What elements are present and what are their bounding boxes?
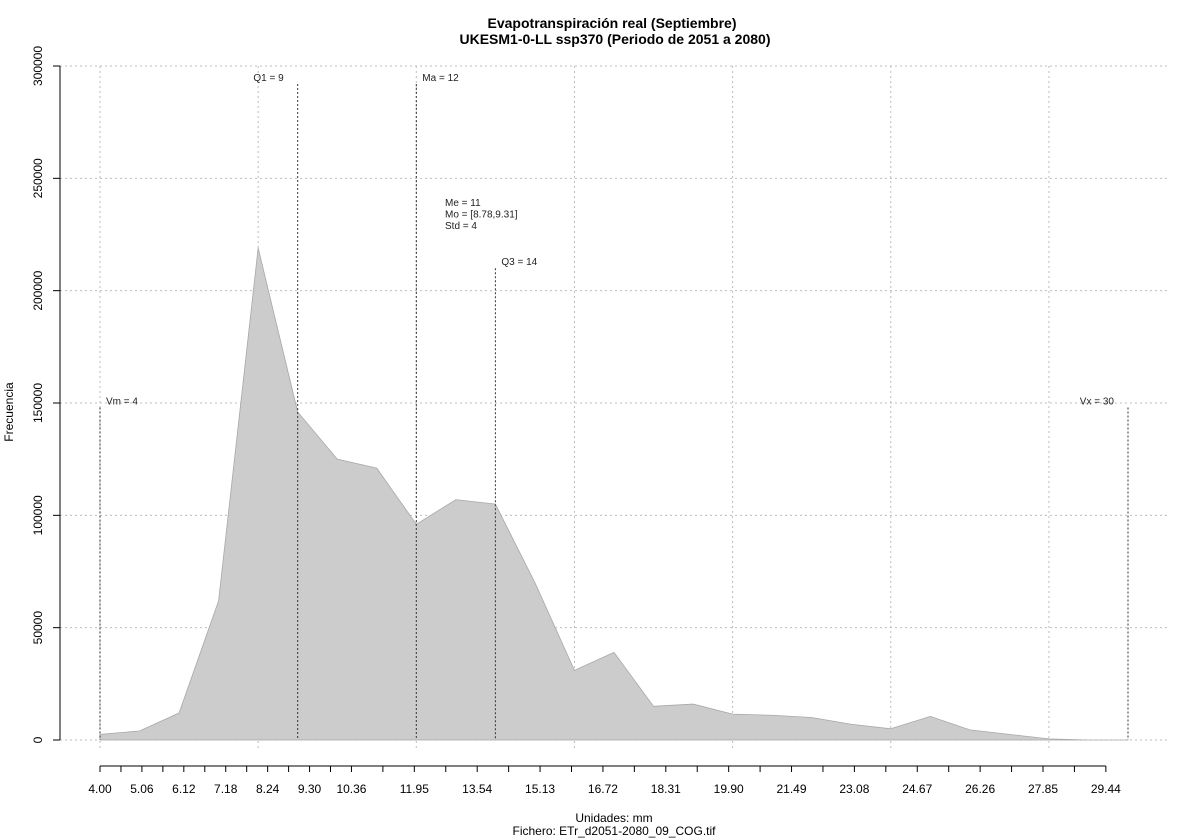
y-tick-label: 0	[31, 736, 45, 743]
x-tick-label: 5.06	[130, 782, 154, 796]
x-tick-label: 21.49	[777, 782, 807, 796]
frequency-area	[99, 247, 1128, 741]
x-tick-label: 29.44	[1091, 782, 1121, 796]
annotation-label: Vx = 30	[1080, 396, 1115, 407]
x-axis: 4.00 5.06 6.12 7.18 8.24 9.30 10.36 11.95 13.54 1…	[88, 765, 1121, 796]
x-tick-label: 27.85	[1028, 782, 1058, 796]
x-tick-label: 4.00	[88, 782, 112, 796]
y-tick-label: 50000	[31, 611, 45, 645]
x-tick-label: 8.24	[256, 782, 280, 796]
y-axis-label: Frecuencia	[2, 382, 16, 442]
y-tick-label: 300000	[31, 46, 45, 86]
x-tick-label: 26.26	[965, 782, 995, 796]
y-tick-label: 250000	[31, 158, 45, 198]
annotation-label: Q1 = 9	[253, 73, 284, 84]
x-tick-label: 23.08	[839, 782, 869, 796]
x-tick-label: 24.67	[902, 782, 932, 796]
x-tick-label: 6.12	[172, 782, 196, 796]
x-tick-label: 10.36	[336, 782, 366, 796]
frequency-area-path	[99, 247, 1128, 741]
stats-line: Mo = [8.78,9.31]	[445, 210, 518, 221]
chart-title: Evapotranspiración real (Septiembre)	[488, 15, 737, 31]
y-tick-label: 150000	[31, 383, 45, 423]
chart-subtitle: UKESM1-0-LL ssp370 (Periodo de 2051 a 20…	[460, 31, 771, 47]
stats-line: Std = 4	[445, 221, 477, 232]
x-tick-label: 9.30	[298, 782, 322, 796]
annotations: Vm = 4 Q1 = 9 Ma = 12 Q3 = 14 Vx = 30	[99, 73, 1129, 740]
file-footer: Fichero: ETr_d2051-2080_09_COG.tif	[513, 824, 717, 838]
y-tick-label: 100000	[31, 495, 45, 535]
y-axis: 0 50000 100000 150000 200000 250000 300000	[31, 46, 61, 743]
x-axis-label: Unidades: mm	[575, 811, 652, 825]
x-tick-label: 7.18	[214, 782, 238, 796]
annotation-label: Q3 = 14	[501, 257, 537, 268]
x-tick-label: 11.95	[400, 782, 429, 796]
stats-line: Me = 11	[445, 198, 481, 209]
x-tick-label: 18.31	[651, 782, 681, 796]
x-tick-label: 15.13	[525, 782, 555, 796]
x-tick-label: 16.72	[588, 782, 618, 796]
annotation-label: Ma = 12	[422, 73, 459, 84]
x-tick-label: 19.90	[714, 782, 744, 796]
x-tick-label: 13.54	[462, 782, 492, 796]
y-tick-label: 200000	[31, 270, 45, 310]
annotation-label: Vm = 4	[106, 396, 138, 407]
